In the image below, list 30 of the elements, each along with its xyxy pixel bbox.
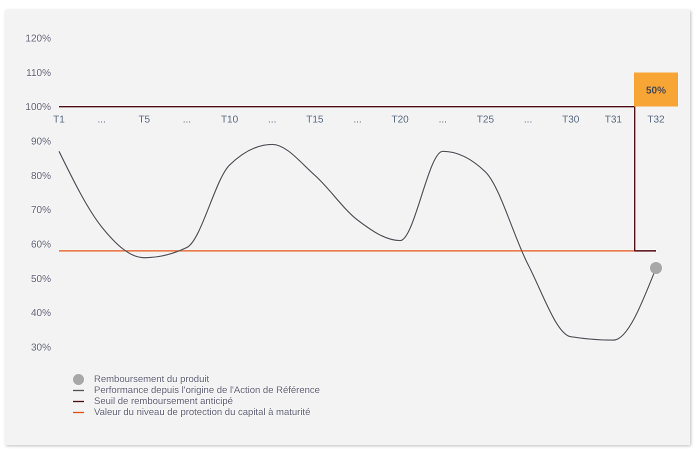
y-tick-label: 70% (30, 205, 52, 216)
x-tick-label: ... (182, 114, 192, 126)
x-tick-label: T10 (220, 114, 239, 126)
x-tick-label: ... (438, 114, 447, 126)
x-tick-label: T32 (647, 114, 666, 126)
y-tick-label: 110% (26, 68, 52, 79)
legend-label: Valeur du niveau de protection du capital à maturité (94, 407, 310, 418)
legend-label: Performance depuis l'origine de l'Action de Référence (94, 385, 320, 396)
x-tick-label: ... (97, 114, 106, 126)
x-tick-label: ... (353, 114, 362, 126)
legend-label: Seuil de remboursement anticipé (94, 396, 233, 408)
x-tick-label: T15 (306, 114, 324, 126)
y-tick-label: 90% (30, 136, 52, 148)
x-tick-label: ... (524, 114, 532, 126)
x-tick-label: T25 (476, 114, 494, 126)
legend-label: Remboursement du produit (94, 374, 210, 386)
annotation: 50% (646, 86, 666, 96)
y-tick-label: 120% (25, 34, 52, 45)
x-tick-label: T20 (392, 114, 410, 126)
y-tick-label: 50% (30, 274, 52, 285)
y-tick-label: 80% (30, 170, 52, 182)
y-tick-label: 30% (30, 342, 52, 354)
y-tick-label: 40% (30, 308, 52, 320)
x-tick-label: T31 (604, 114, 622, 126)
x-tick-label: T30 (562, 114, 580, 126)
x-tick-label: T5 (138, 114, 151, 126)
y-tick-label: 60% (30, 240, 52, 251)
x-tick-label: T1 (53, 114, 66, 126)
x-tick-label: ... (268, 114, 276, 126)
y-tick-label: 100% (25, 102, 52, 114)
